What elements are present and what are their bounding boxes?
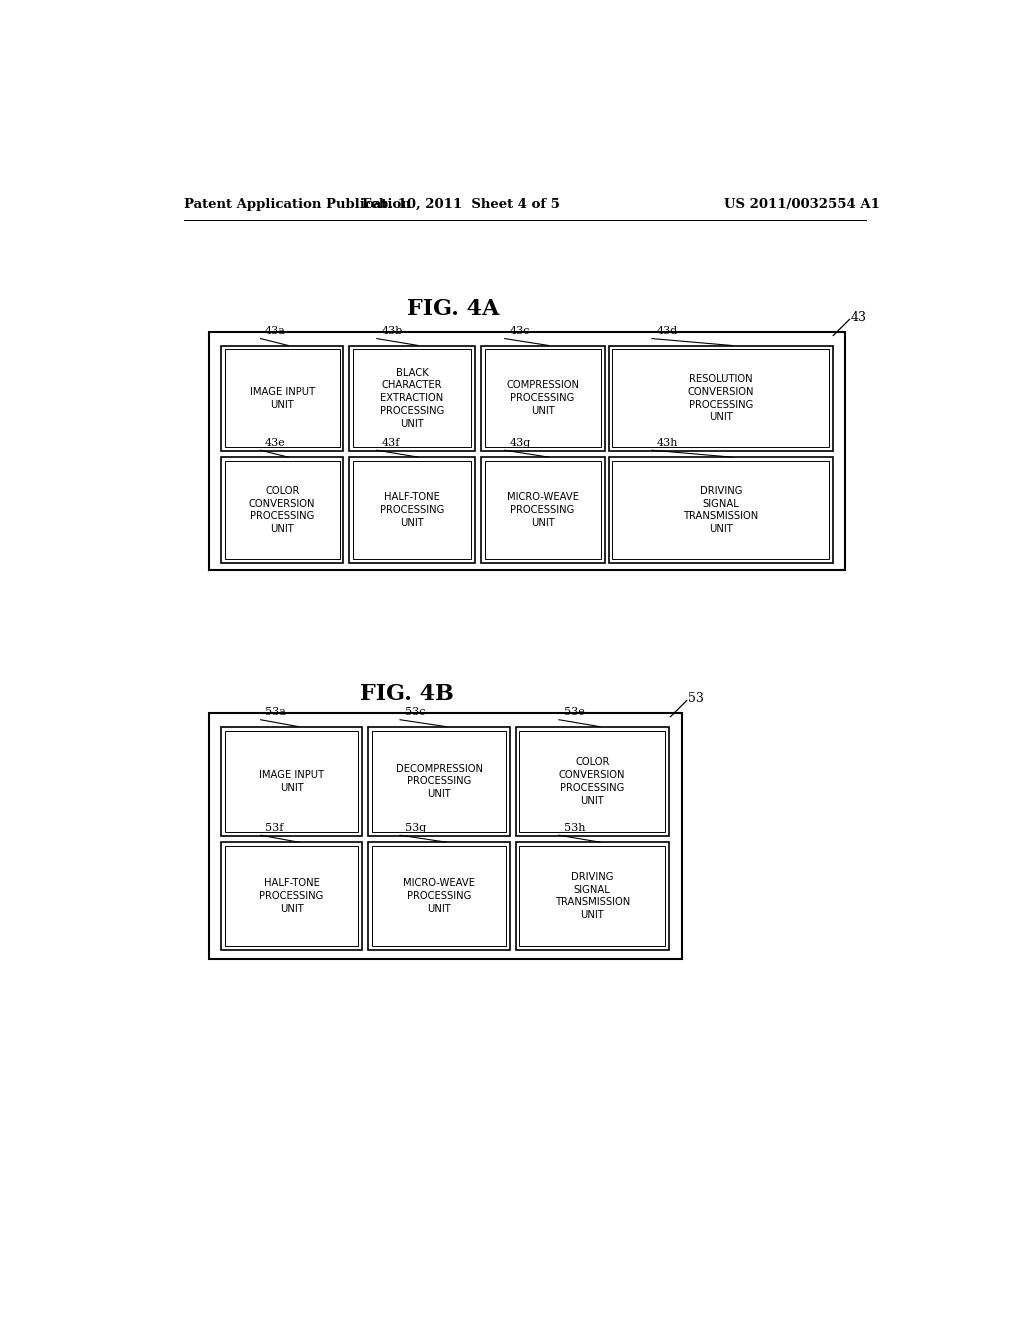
Text: IMAGE INPUT
UNIT: IMAGE INPUT UNIT bbox=[250, 387, 314, 409]
Bar bbox=[225, 461, 340, 558]
Bar bbox=[369, 726, 510, 836]
Bar bbox=[372, 846, 506, 946]
Bar bbox=[608, 457, 834, 562]
Bar bbox=[612, 461, 829, 558]
Text: 43g: 43g bbox=[509, 438, 530, 447]
Text: 43c: 43c bbox=[509, 326, 529, 337]
Bar bbox=[372, 730, 506, 832]
Text: 53e: 53e bbox=[563, 708, 585, 718]
Text: DRIVING
SIGNAL
TRANSMISSION
UNIT: DRIVING SIGNAL TRANSMISSION UNIT bbox=[683, 486, 759, 535]
Bar bbox=[209, 713, 682, 960]
Bar bbox=[225, 846, 358, 946]
Bar bbox=[352, 350, 471, 447]
Text: 53a: 53a bbox=[265, 708, 286, 718]
Text: 43d: 43d bbox=[656, 326, 678, 337]
Bar bbox=[225, 730, 358, 832]
Text: 53c: 53c bbox=[404, 708, 425, 718]
Text: DECOMPRESSION
PROCESSING
UNIT: DECOMPRESSION PROCESSING UNIT bbox=[395, 763, 482, 799]
Text: COLOR
CONVERSION
PROCESSING
UNIT: COLOR CONVERSION PROCESSING UNIT bbox=[559, 758, 626, 805]
Text: FIG. 4A: FIG. 4A bbox=[408, 297, 500, 319]
Text: 53f: 53f bbox=[265, 822, 284, 833]
Text: 43: 43 bbox=[851, 312, 867, 325]
Text: IMAGE INPUT
UNIT: IMAGE INPUT UNIT bbox=[259, 770, 324, 793]
Bar bbox=[608, 346, 834, 451]
Bar bbox=[519, 846, 665, 946]
Text: 53g: 53g bbox=[404, 822, 426, 833]
Text: RESOLUTION
CONVERSION
PROCESSING
UNIT: RESOLUTION CONVERSION PROCESSING UNIT bbox=[688, 374, 754, 422]
Text: FIG. 4B: FIG. 4B bbox=[360, 682, 454, 705]
Bar bbox=[519, 730, 665, 832]
Bar bbox=[515, 726, 669, 836]
Text: COMPRESSION
PROCESSING
UNIT: COMPRESSION PROCESSING UNIT bbox=[506, 380, 580, 416]
Bar bbox=[515, 842, 669, 950]
Text: DRIVING
SIGNAL
TRANSMISSION
UNIT: DRIVING SIGNAL TRANSMISSION UNIT bbox=[555, 873, 630, 920]
Text: MICRO-WEAVE
PROCESSING
UNIT: MICRO-WEAVE PROCESSING UNIT bbox=[403, 878, 475, 913]
Text: MICRO-WEAVE
PROCESSING
UNIT: MICRO-WEAVE PROCESSING UNIT bbox=[507, 492, 579, 528]
Bar bbox=[225, 350, 340, 447]
Bar bbox=[349, 346, 475, 451]
Bar bbox=[369, 842, 510, 950]
Text: 53: 53 bbox=[688, 693, 705, 705]
Text: HALF-TONE
PROCESSING
UNIT: HALF-TONE PROCESSING UNIT bbox=[380, 492, 444, 528]
Bar bbox=[612, 350, 829, 447]
Bar bbox=[221, 726, 362, 836]
Bar bbox=[480, 457, 604, 562]
Text: 43h: 43h bbox=[656, 438, 678, 447]
Bar bbox=[484, 461, 601, 558]
Bar bbox=[221, 457, 343, 562]
Text: 53h: 53h bbox=[563, 822, 585, 833]
Text: 43a: 43a bbox=[265, 326, 286, 337]
Text: US 2011/0032554 A1: US 2011/0032554 A1 bbox=[724, 198, 881, 211]
Text: BLACK
CHARACTER
EXTRACTION
PROCESSING
UNIT: BLACK CHARACTER EXTRACTION PROCESSING UN… bbox=[380, 368, 444, 429]
Bar bbox=[484, 350, 601, 447]
Text: Patent Application Publication: Patent Application Publication bbox=[183, 198, 411, 211]
Text: 43f: 43f bbox=[381, 438, 399, 447]
Bar bbox=[352, 461, 471, 558]
Text: COLOR
CONVERSION
PROCESSING
UNIT: COLOR CONVERSION PROCESSING UNIT bbox=[249, 486, 315, 535]
Text: Feb. 10, 2011  Sheet 4 of 5: Feb. 10, 2011 Sheet 4 of 5 bbox=[362, 198, 560, 211]
Text: 43b: 43b bbox=[381, 326, 402, 337]
Text: HALF-TONE
PROCESSING
UNIT: HALF-TONE PROCESSING UNIT bbox=[259, 878, 324, 913]
Bar bbox=[480, 346, 604, 451]
Bar bbox=[221, 346, 343, 451]
Text: 43e: 43e bbox=[265, 438, 286, 447]
Bar bbox=[209, 331, 845, 570]
Bar bbox=[221, 842, 362, 950]
Bar bbox=[349, 457, 475, 562]
